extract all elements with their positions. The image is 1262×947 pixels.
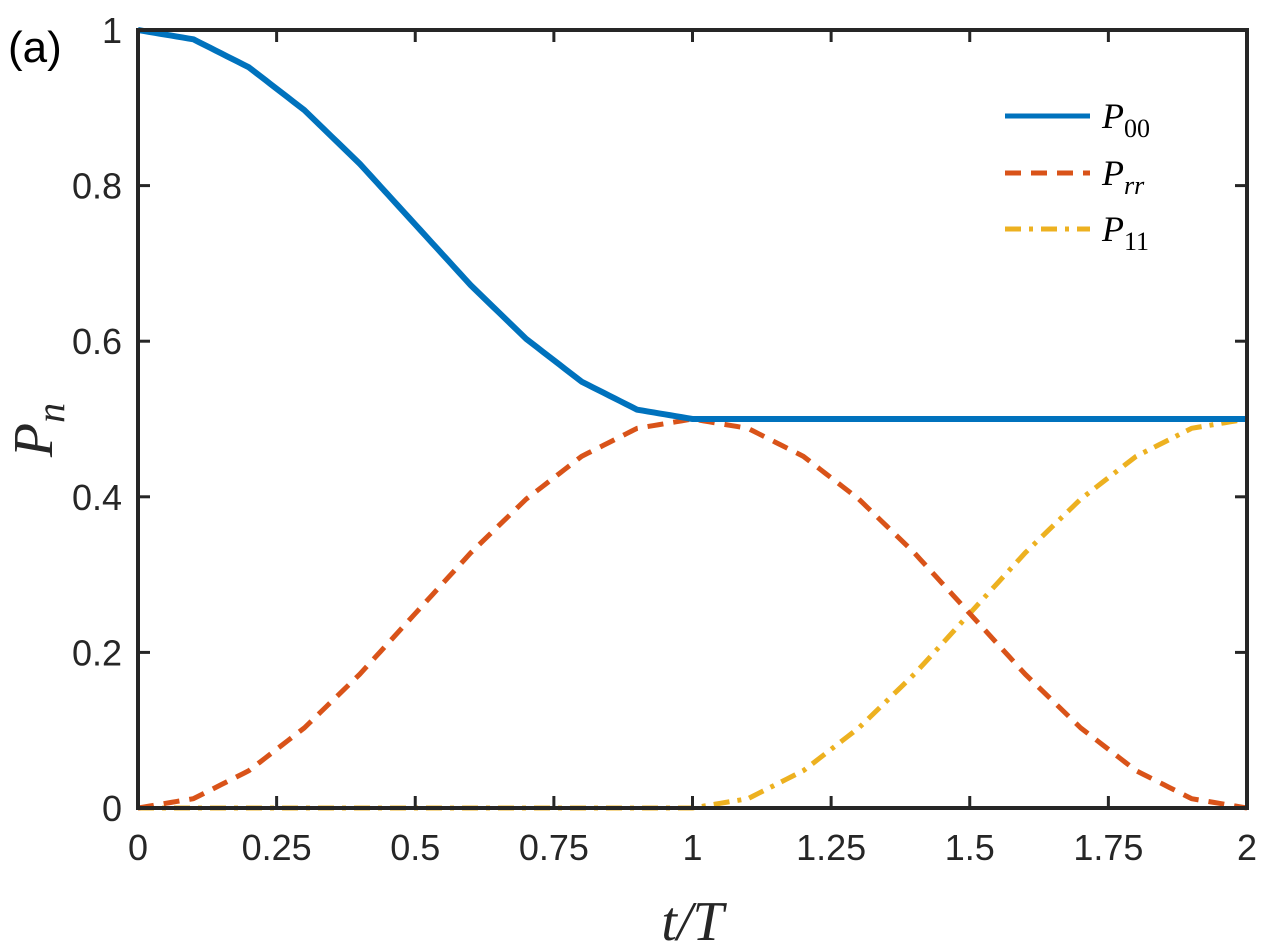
x-tick-label: 1.5 [945, 827, 995, 868]
legend-label-11: P11 [1101, 209, 1149, 256]
legend-label-00: P00 [1101, 96, 1150, 143]
series-line-rr [137, 416, 1248, 811]
x-tick-label: 1 [682, 827, 702, 868]
legend-label-rr: Prr [1101, 153, 1145, 200]
x-tick-label: 1.25 [796, 827, 866, 868]
x-tick-label: 2 [1237, 827, 1257, 868]
axes-layer: 0 0.25 0.5 0.75 1 1.25 1.5 1.75 2 0 0.2 0.4 0.6 0.8 1 t… [3, 10, 1257, 947]
legend: P00 Prr P11 [1005, 96, 1150, 256]
y-tick-label: 0.4 [72, 477, 122, 518]
x-tick-label: 1.75 [1073, 827, 1143, 868]
panel-label: (a) [8, 23, 62, 72]
y-axis-label: Pn [3, 403, 73, 458]
y-tick-label: 0 [102, 788, 122, 829]
x-tick-label: 0.75 [519, 827, 589, 868]
x-tick-label: 0.25 [242, 827, 312, 868]
y-tick-label: 0.6 [72, 321, 122, 362]
x-tick-label: 0 [128, 827, 148, 868]
y-tick-label: 0.2 [72, 632, 122, 673]
y-tick-label: 1 [102, 10, 122, 51]
series-line-00 [137, 27, 1247, 422]
y-tick-label: 0.8 [72, 166, 122, 207]
x-tick-label: 0.5 [390, 827, 440, 868]
x-axis-label: t/T [661, 891, 727, 947]
